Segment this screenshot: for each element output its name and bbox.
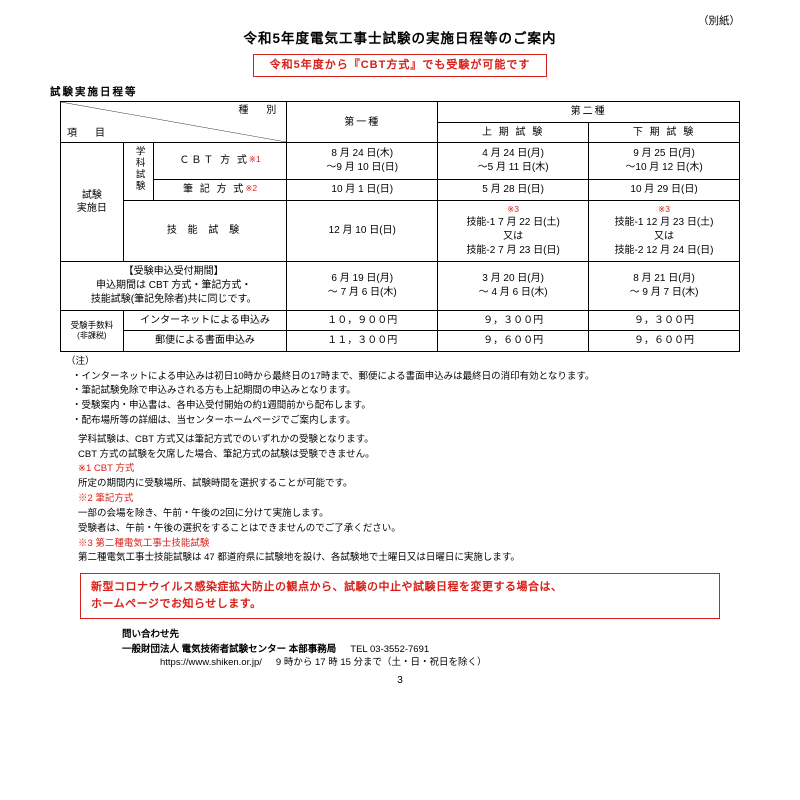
fee-inet-label: インターネットによる申込み — [123, 310, 287, 331]
explain-p2: CBT 方式の試験を欠席した場合、筆記方式の試験は受験できません。 — [78, 449, 750, 462]
explain-block: 学科試験は、CBT 方式又は筆記方式でのいずれかの受験となります。 CBT 方式… — [78, 434, 750, 565]
fee-label: 受験手数料 (非課税) — [61, 310, 124, 351]
hiki-c1: 10 月 1 日(日) — [287, 179, 438, 200]
apply-c3: 8 月 21 日(月) ～ 9 月 7 日(木) — [589, 261, 740, 310]
notes-heading: （注） — [66, 356, 750, 369]
note-item: ・筆記試験免除で申込みされる方も上記期間の申込みとなります。 — [72, 385, 750, 398]
notes-block: （注） ・インターネットによる申込みは初日10時から最終日の17時まで、郵便によ… — [72, 356, 750, 428]
contact-heading: 問い合わせ先 — [122, 629, 750, 642]
apply-c2: 3 月 20 日(月) ～ 4 月 6 日(木) — [438, 261, 589, 310]
explain-n2-label: ※2 筆記方式 — [78, 493, 750, 506]
page-number: 3 — [50, 674, 750, 688]
hiki-c2: 5 月 28 日(日) — [438, 179, 589, 200]
page-title: 令和5年度電気工事士試験の実施日程等のご案内 — [50, 30, 750, 48]
row-written: 学科試験 — [123, 143, 153, 201]
covid-l1: 新型コロナウイルス感染症拡大防止の観点から、試験の中止や試験日程を変更する場合は… — [91, 579, 709, 596]
contact-block: 問い合わせ先 一般財団法人 電気技術者試験センター 本部事務局 TEL 03-3… — [122, 629, 750, 669]
fee-inet-c2: ９，３００円 — [438, 310, 589, 331]
covid-l2: ホームページでお知らせします。 — [91, 596, 709, 613]
cbt-label: ＣＢＴ 方 式※1 — [153, 143, 286, 179]
diag-bottom: 項 目 — [67, 127, 109, 141]
skill-c1: 12 月 10 日(日) — [287, 200, 438, 261]
row-exam-date: 試験 実施日 — [61, 143, 124, 261]
hdr-type2-lower: 下 期 試 験 — [589, 122, 740, 143]
diag-header: 種 別 項 目 — [61, 102, 287, 143]
apply-c1: 6 月 19 日(月) ～ 7 月 6 日(木) — [287, 261, 438, 310]
explain-p1: 学科試験は、CBT 方式又は筆記方式でのいずれかの受験となります。 — [78, 434, 750, 447]
appendix-label: （別紙） — [50, 14, 750, 28]
hdr-type1: 第一種 — [287, 102, 438, 143]
cbt-c3: 9 月 25 日(月) ～10 月 12 日(木) — [589, 143, 740, 179]
hdr-type2-upper: 上 期 試 験 — [438, 122, 589, 143]
hiki-c3: 10 月 29 日(日) — [589, 179, 740, 200]
fee-inet-c1: １０，９００円 — [287, 310, 438, 331]
fee-mail-label: 郵便による書面申込み — [123, 331, 287, 352]
cbt-banner: 令和5年度から『CBT方式』でも受験が可能です — [253, 54, 548, 77]
note-item: ・配布場所等の詳細は、当センターホームページでご案内します。 — [72, 415, 750, 428]
hiki-label: 筆 記 方 式※2 — [153, 179, 286, 200]
cbt-c1: 8 月 24 日(木) ～9 月 10 日(日) — [287, 143, 438, 179]
explain-n2-body2: 受験者は、午前・午後の選択をすることはできませんのでご了承ください。 — [78, 523, 750, 536]
fee-mail-c3: ９，６００円 — [589, 331, 740, 352]
note-item: ・インターネットによる申込みは初日10時から最終日の17時まで、郵便による書面申… — [72, 371, 750, 384]
skill-c2: ※3 技能-1 7 月 22 日(土) 又は 技能-2 7 月 23 日(日) — [438, 200, 589, 261]
subheading: 試験実施日程等 — [50, 85, 750, 99]
cbt-c2: 4 月 24 日(月) ～5 月 11 日(木) — [438, 143, 589, 179]
row-exam-date-lbl: 試験 実施日 — [77, 190, 107, 215]
explain-n3-label: ※3 第二種電気工事士技能試験 — [78, 538, 750, 551]
contact-tel: TEL 03-3552-7691 — [350, 644, 429, 657]
explain-n2-body1: 一部の会場を除き、午前・午後の2回に分けて実施します。 — [78, 508, 750, 521]
contact-org: 一般財団法人 電気技術者試験センター 本部事務局 — [122, 644, 336, 657]
apply-period: 【受験申込受付期間】 申込期間は CBT 方式・筆記方式・ 技能試験(筆記免除者… — [61, 261, 287, 310]
contact-url: https://www.shiken.or.jp/ — [122, 657, 262, 670]
explain-n1-body: 所定の期間内に受験場所、試験時間を選択することが可能です。 — [78, 478, 750, 491]
fee-inet-c3: ９，３００円 — [589, 310, 740, 331]
diag-top: 種 別 — [238, 104, 280, 118]
note-item: ・受験案内・申込書は、各申込受付開始の約1週間前から配布します。 — [72, 400, 750, 413]
skill-label: 技 能 試 験 — [123, 200, 287, 261]
schedule-table: 種 別 項 目 第一種 第二種 上 期 試 験 下 期 試 験 試験 実施日 学… — [60, 101, 740, 351]
explain-n3-body: 第二種電気工事士技能試験は 47 都道府県に試験地を設け、各試験地で土曜日又は日… — [78, 552, 750, 565]
skill-c3: ※3 技能-1 12 月 23 日(土) 又は 技能-2 12 月 24 日(日… — [589, 200, 740, 261]
explain-n1-label: ※1 CBT 方式 — [78, 463, 750, 476]
fee-mail-c1: １１，３００円 — [287, 331, 438, 352]
covid-notice: 新型コロナウイルス感染症拡大防止の観点から、試験の中止や試験日程を変更する場合は… — [80, 573, 720, 619]
hdr-type2: 第二種 — [438, 102, 740, 123]
fee-mail-c2: ９，６００円 — [438, 331, 589, 352]
contact-hours: 9 時から 17 時 15 分まで（土・日・祝日を除く） — [276, 657, 487, 670]
